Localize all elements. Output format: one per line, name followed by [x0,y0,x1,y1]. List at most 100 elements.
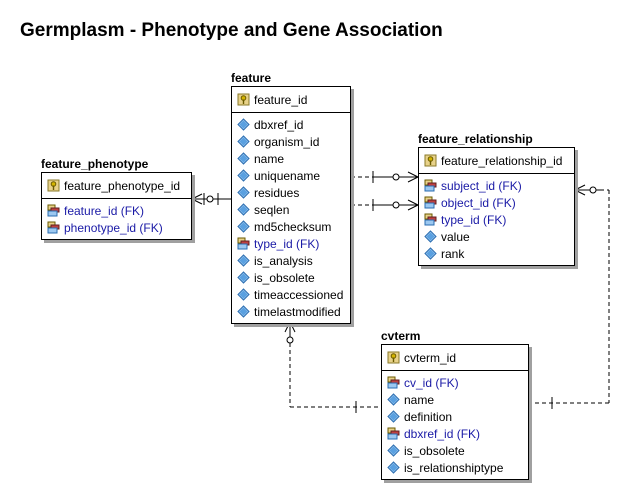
attribute[interactable]: rank [419,245,574,262]
foreign-key-attribute[interactable]: subject_id (FK) [419,177,574,194]
attribute[interactable]: definition [382,408,528,425]
attribute-list: subject_id (FK) object_id (FK) type_id (FK… [419,174,574,265]
attribute[interactable]: name [232,150,350,167]
relationship-feature-type [284,321,381,413]
foreign-key-icon [424,179,437,192]
attribute-list: feature_id (FK) phenotype_id (FK) [42,199,191,239]
attribute[interactable]: dbxref_id [232,116,350,133]
attribute-label: residues [254,185,300,200]
attribute-label: name [404,392,435,407]
attribute-icon [237,203,250,216]
foreign-key-attribute[interactable]: object_id (FK) [419,194,574,211]
key-icon [424,154,437,167]
attribute-icon [237,305,250,318]
attribute-label: organism_id [254,134,320,149]
attribute[interactable]: seqlen [232,201,350,218]
attribute[interactable]: md5checksum [232,218,350,235]
attribute-icon [237,135,250,148]
attribute-list: cv_id (FK) name definition dbxref_id (FK) is… [382,371,528,479]
foreign-key-attribute[interactable]: dbxref_id (FK) [382,425,528,442]
attribute-label: is_obsolete [404,443,465,458]
primary-key[interactable]: cvterm_id [382,345,528,371]
entity-cvterm[interactable]: cvterm cvterm_id cv_id (FK) name definitio… [381,329,529,480]
foreign-key-icon [237,237,250,250]
attribute-icon [237,152,250,165]
key-icon [47,179,60,192]
attribute-icon [237,254,250,267]
attribute-icon [237,186,250,199]
entity-name: cvterm [381,329,421,343]
attribute-label: dbxref_id (FK) [404,426,481,441]
attribute[interactable]: is_obsolete [382,442,528,459]
entity-name: feature [231,71,272,85]
primary-key[interactable]: feature_relationship_id [419,148,574,174]
attribute-icon [424,247,437,260]
attribute-label: is_relationshiptype [404,460,504,475]
entity-name: feature_phenotype [41,157,149,171]
entity-feature-phenotype[interactable]: feature_phenotype feature_phenotype_id f… [41,157,192,240]
foreign-key-icon [424,213,437,226]
attribute-label: timelastmodified [254,304,341,319]
attribute-label: feature_id (FK) [64,203,145,218]
foreign-key-icon [47,221,60,234]
foreign-key-icon [47,204,60,217]
key-icon [387,351,400,364]
attribute[interactable]: timelastmodified [232,303,350,320]
attribute-label: cv_id (FK) [404,375,459,390]
attribute-icon [387,393,400,406]
attribute[interactable]: organism_id [232,133,350,150]
foreign-key-icon [387,427,400,440]
attribute-icon [237,288,250,301]
foreign-key-icon [424,196,437,209]
attribute[interactable]: name [382,391,528,408]
attribute-label: is_analysis [254,253,313,268]
attribute-icon [424,230,437,243]
attribute-label: subject_id (FK) [441,178,522,193]
foreign-key-attribute[interactable]: feature_id (FK) [42,202,191,219]
attribute-label: timeaccessioned [254,287,344,302]
attribute-icon [387,410,400,423]
attribute-label: uniquename [254,168,321,183]
attribute[interactable]: is_relationshiptype [382,459,528,476]
relationship-relationship-type [529,184,610,409]
primary-key[interactable]: feature_id [232,87,350,113]
attribute-icon [387,461,400,474]
key-icon [237,93,250,106]
attribute-label: value [441,229,470,244]
attribute-label: rank [441,246,465,261]
attribute[interactable]: uniquename [232,167,350,184]
attribute-label: phenotype_id (FK) [64,220,163,235]
foreign-key-icon [387,376,400,389]
foreign-key-attribute[interactable]: type_id (FK) [419,211,574,228]
attribute[interactable]: is_analysis [232,252,350,269]
attribute-icon [237,271,250,284]
attribute-label: type_id (FK) [254,236,320,251]
primary-key[interactable]: feature_phenotype_id [42,173,191,199]
attribute-icon [237,169,250,182]
attribute-label: name [254,151,285,166]
attribute[interactable]: residues [232,184,350,201]
attribute[interactable]: timeaccessioned [232,286,350,303]
relationship-feature-phenotype [191,193,231,205]
attribute-icon [237,220,250,233]
attribute-label: definition [404,409,453,424]
attribute-label: object_id (FK) [441,195,516,210]
attribute-label: dbxref_id [254,117,304,132]
attribute[interactable]: value [419,228,574,245]
entity-feature-relationship[interactable]: feature_relationship feature_relationshi… [418,132,575,266]
foreign-key-attribute[interactable]: type_id (FK) [232,235,350,252]
relationship-feature-object [351,199,419,211]
attribute-label: md5checksum [254,219,332,234]
attribute-icon [387,444,400,457]
diagram-title: Germplasm - Phenotype and Gene Associati… [20,20,443,41]
attribute-label: is_obsolete [254,270,315,285]
relationship-feature-subject [351,171,419,183]
foreign-key-attribute[interactable]: cv_id (FK) [382,374,528,391]
foreign-key-attribute[interactable]: phenotype_id (FK) [42,219,191,236]
attribute-icon [237,118,250,131]
entity-name: feature_relationship [418,132,533,146]
attribute[interactable]: is_obsolete [232,269,350,286]
